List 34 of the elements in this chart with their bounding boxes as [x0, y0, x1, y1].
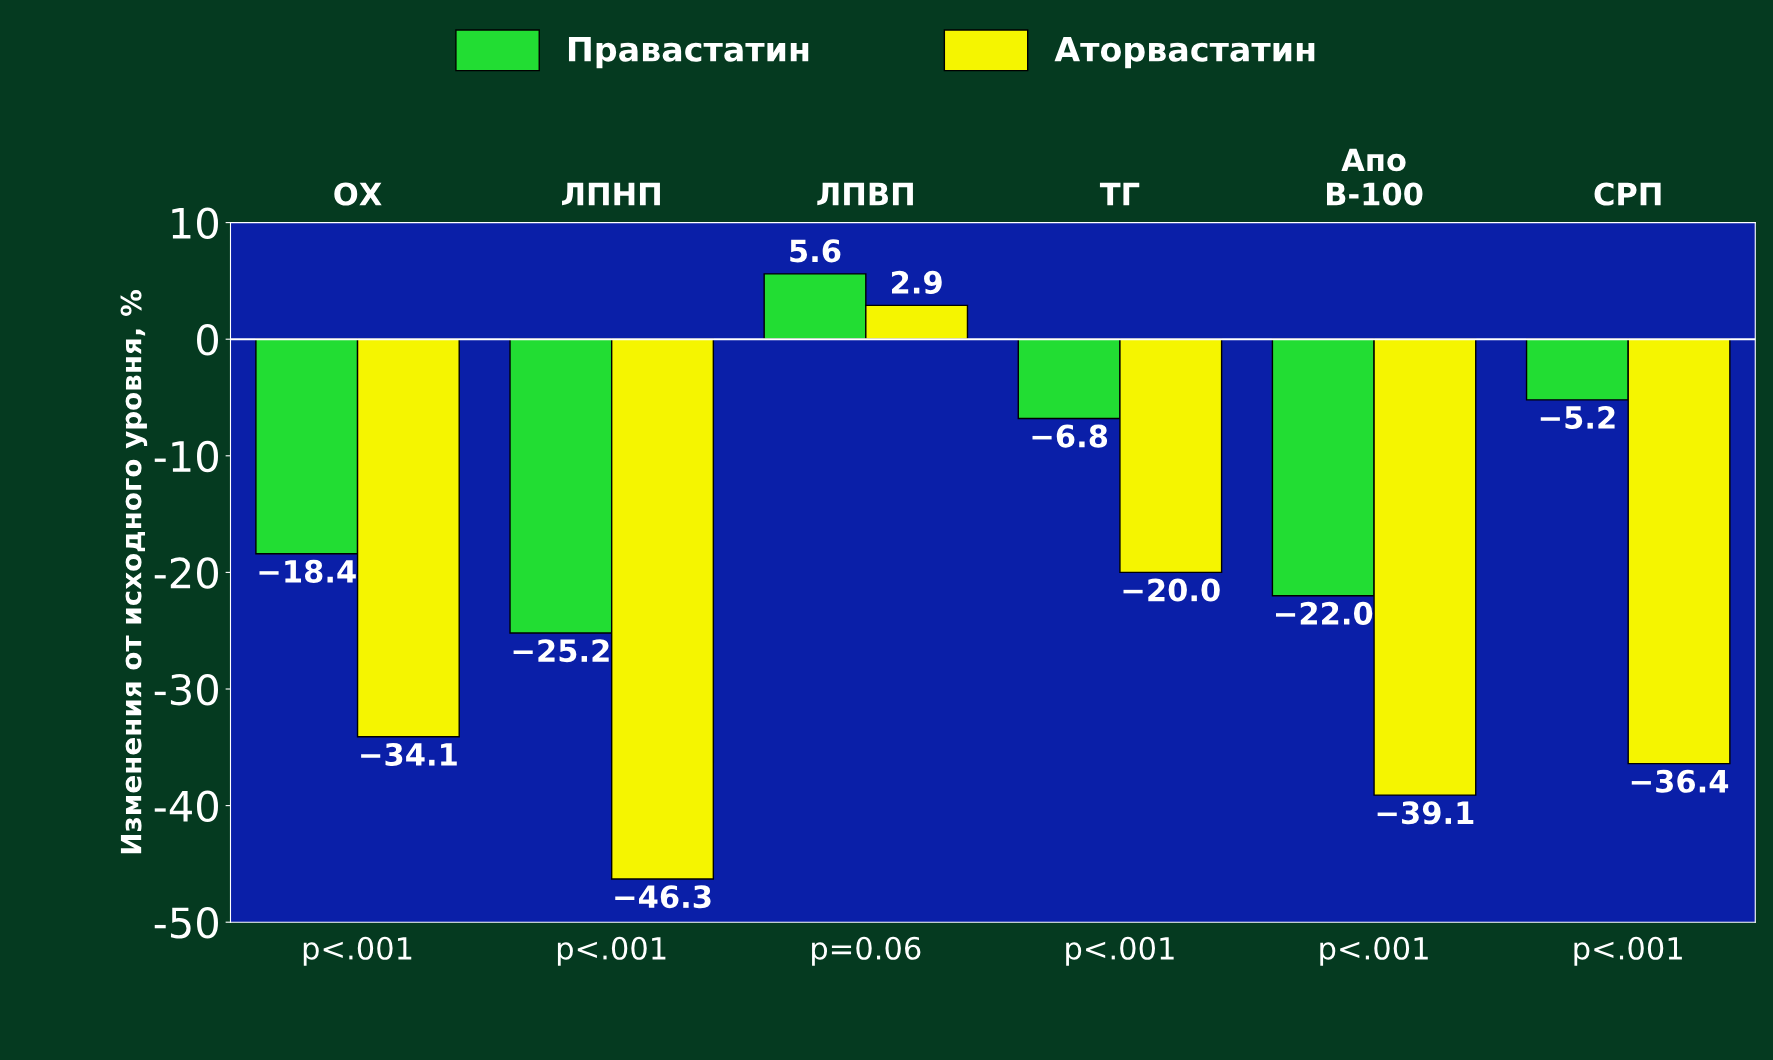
data-label: −20.0	[1123, 578, 1220, 602]
text: p<.001	[303, 936, 412, 966]
data-label: −46.3	[615, 885, 711, 909]
data-label: 5.6	[790, 239, 841, 263]
y-tick-label: 0	[197, 324, 218, 356]
legend-label: Аторвастатин	[1054, 37, 1315, 69]
x-tick-label: СРП	[1594, 182, 1661, 206]
x-tick-label: Апо B-100	[1327, 148, 1423, 206]
text: p=0.06	[812, 936, 921, 966]
y-tick-label: -10	[154, 440, 218, 473]
y-tick-label: -50	[154, 907, 218, 939]
data-label: −25.2	[513, 639, 609, 663]
y-tick-label: 10	[172, 207, 218, 240]
text: p<.001	[557, 936, 666, 966]
y-tick-label: -40	[154, 790, 218, 823]
data-label: −36.4	[1631, 769, 1729, 793]
data-label: −18.4	[259, 559, 356, 583]
legend-label: Правастатин	[568, 37, 809, 69]
data-label: −5.2	[1540, 405, 1615, 430]
data-label: −22.0	[1275, 601, 1373, 625]
y-tick-label: -20	[154, 557, 218, 589]
data-label: −39.1	[1377, 801, 1474, 825]
x-tick-label: ТГ	[1099, 182, 1140, 206]
y-tick-label: -30	[154, 673, 218, 706]
x-tick-label: ЛПВП	[817, 182, 913, 206]
data-label: 2.9	[891, 270, 942, 294]
text: p<.001	[1574, 936, 1682, 966]
y-axis-title: Изменения от исходного уровня, %	[120, 289, 148, 854]
x-tick-label: ЛПНП	[562, 182, 660, 206]
x-tick-label: ОХ	[334, 182, 382, 206]
data-label: −6.8	[1032, 424, 1108, 448]
text: p<.001	[1066, 936, 1174, 966]
data-label: −34.1	[361, 742, 457, 767]
text: p<.001	[1320, 936, 1428, 966]
